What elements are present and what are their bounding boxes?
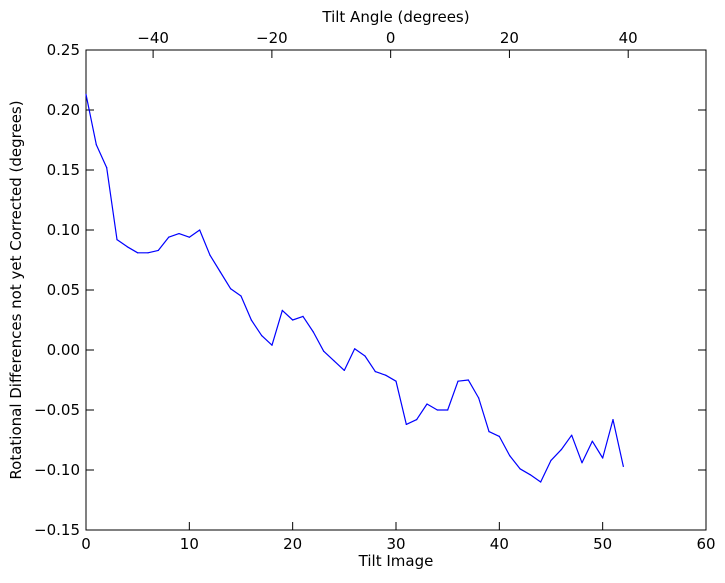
data-point [168,236,170,238]
y-tick-label: 0.10 [47,221,80,239]
y-tick-label: 0.20 [47,101,80,119]
data-point [405,423,407,425]
y-tick-label: 0.25 [47,41,80,59]
y-tick-label: −0.10 [34,461,80,479]
ticks-layer: 0 10 20 30 40 50 60 −40 −20 0 20 40 0.25 0.20 0.15 0.10… [34,29,716,553]
data-point [581,462,583,464]
x-tick-label: 60 [696,535,715,553]
y-axis-title: Rotational Differences not yet Corrected… [7,100,25,479]
data-point [178,233,180,235]
data-point [591,440,593,442]
data-point [147,252,149,254]
plot-frame [85,49,707,531]
data-point [106,167,108,169]
y-tick-label: 0.00 [47,341,80,359]
y-tick-label: −0.05 [34,401,80,419]
data-point [199,229,201,231]
data-point [271,344,273,346]
data-point [343,369,345,371]
y-tick-label: 0.05 [47,281,80,299]
series-layer [85,93,624,483]
data-point [364,355,366,357]
data-point [395,380,397,382]
data-point [188,236,190,238]
y-tick-label: 0.15 [47,161,80,179]
data-point [529,474,531,476]
data-point [540,481,542,483]
data-point [302,315,304,317]
data-point [126,246,128,248]
top-x-tick-label: 20 [500,29,519,47]
data-point [416,419,418,421]
data-point [467,379,469,381]
data-point [602,457,604,459]
data-point [116,239,118,241]
data-point [374,371,376,373]
data-point [447,409,449,411]
data-point [612,419,614,421]
data-point [219,271,221,273]
data-point [230,288,232,290]
data-point [488,431,490,433]
top-x-tick-label: 40 [619,29,638,47]
data-point [354,348,356,350]
data-point [550,459,552,461]
data-point [571,434,573,436]
data-point [292,319,294,321]
x-tick-label: 30 [386,535,405,553]
data-point [85,93,87,95]
x-tick-label: 50 [593,535,612,553]
data-point [281,309,283,311]
top-axis-title: Tilt Angle (degrees) [321,8,469,26]
data-point [509,455,511,457]
data-point [385,374,387,376]
data-point [478,397,480,399]
data-point [560,449,562,451]
data-point [250,319,252,321]
top-x-tick-label: −40 [137,29,169,47]
data-point [312,331,314,333]
x-tick-label: 40 [490,535,509,553]
data-point [457,380,459,382]
x-tick-label: 0 [81,535,91,553]
x-tick-label: 20 [283,535,302,553]
data-point [498,435,500,437]
data-point [240,295,242,297]
x-tick-label: 10 [180,535,199,553]
data-point [519,468,521,470]
x-axis-title: Tilt Image [358,552,434,570]
data-point [323,350,325,352]
data-point [95,144,97,146]
data-point [622,465,624,467]
data-point [333,360,335,362]
data-point [426,403,428,405]
data-point [137,252,139,254]
data-point [209,254,211,256]
top-x-tick-label: −20 [256,29,288,47]
data-point [261,335,263,337]
y-tick-label: −0.15 [34,521,80,539]
top-x-tick-label: 0 [386,29,396,47]
data-point [436,409,438,411]
data-point [157,249,159,251]
